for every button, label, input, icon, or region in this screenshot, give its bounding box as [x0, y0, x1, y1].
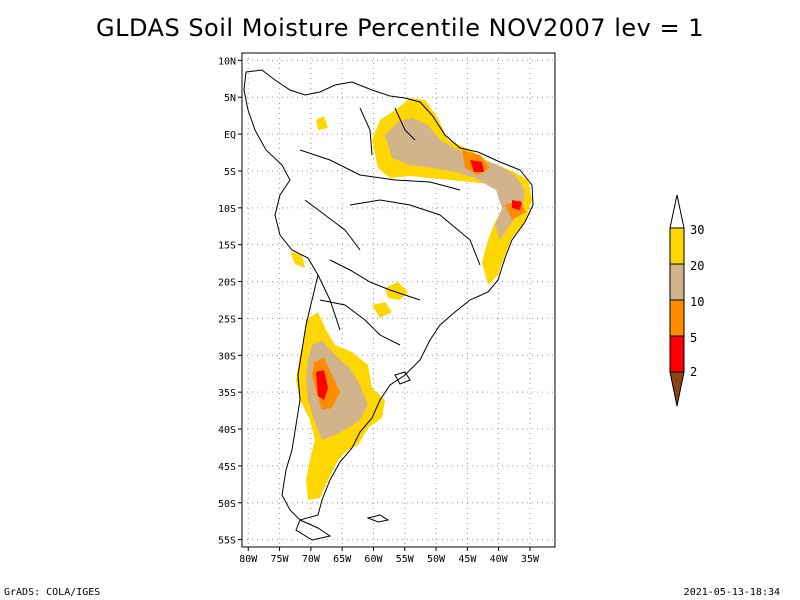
colorbar-10-20: [669, 263, 685, 301]
region-peru-patch: [290, 252, 305, 268]
lat-tick-label: EQ: [224, 130, 236, 141]
colorbar-label-10: 10: [690, 295, 704, 309]
footer-timestamp: 2021-05-13-18:34: [683, 587, 780, 598]
lon-tick-label: 75W: [271, 554, 290, 565]
colorbar-label-5: 5: [690, 331, 697, 345]
colorbar-bottom-arrow: [669, 371, 685, 407]
colorbar-20-30: [669, 227, 685, 265]
lat-tick-label: 55S: [218, 536, 236, 547]
lat-tick-label: 20S: [218, 278, 236, 289]
falklands: [366, 514, 390, 523]
lat-tick-label: 5S: [224, 167, 236, 178]
colorbar-top-arrow: [669, 194, 685, 229]
lon-tick-label: 60W: [364, 554, 383, 565]
lat-tick-label: 50S: [218, 499, 236, 510]
colorbar-5-10: [669, 299, 685, 337]
region-colombia-patch: [316, 116, 328, 130]
lat-tick-label: 30S: [218, 351, 236, 362]
lat-tick-label: 25S: [218, 314, 236, 325]
lat-tick-label: 35S: [218, 388, 236, 399]
lon-tick-label: 50W: [427, 554, 446, 565]
lon-tick-label: 35W: [521, 554, 540, 565]
lat-tick-label: 15S: [218, 241, 236, 252]
south-america-outline: [243, 69, 534, 521]
region-ne-brazil-red: [470, 160, 522, 210]
region-ne-brazil-tan: [385, 118, 525, 240]
lon-tick-label: 70W: [302, 554, 321, 565]
region-argentina-red: [316, 370, 328, 400]
coastlines: [243, 69, 534, 541]
lon-tick-label: 80W: [239, 554, 258, 565]
lat-tick-label: 5N: [224, 93, 236, 104]
map-title: GLDAS Soil Moisture Percentile NOV2007 l…: [96, 14, 704, 42]
tierra-del-fuego: [295, 519, 332, 541]
lon-tick-label: 65W: [333, 554, 352, 565]
lat-tick-label: 10S: [218, 204, 236, 215]
lat-tick-label: 10N: [218, 56, 236, 67]
colorbar-label-20: 20: [690, 259, 704, 273]
lon-tick-label: 45W: [458, 554, 477, 565]
border-lines: [299, 107, 481, 346]
region-central-patch: [372, 282, 408, 318]
colorbar-label-2: 2: [690, 365, 697, 379]
colorbar: 30 20 10 5 2: [669, 194, 704, 407]
footer-credit: GrADS: COLA/IGES: [4, 587, 101, 598]
lon-tick-label: 40W: [490, 554, 509, 565]
uruguay-lakes: [394, 371, 411, 385]
shaded-regions: [290, 98, 532, 500]
lon-tick-label: 55W: [396, 554, 415, 565]
lat-tick-label: 40S: [218, 425, 236, 436]
lat-tick-label: 45S: [218, 462, 236, 473]
axis-tick-labels: 10N 5N EQ 5S 10S 15S 20S 25S 30S 35S 40S 45S 50S 55S8…: [218, 56, 540, 565]
colorbar-label-30: 30: [690, 223, 704, 237]
colorbar-2-5: [669, 335, 685, 373]
